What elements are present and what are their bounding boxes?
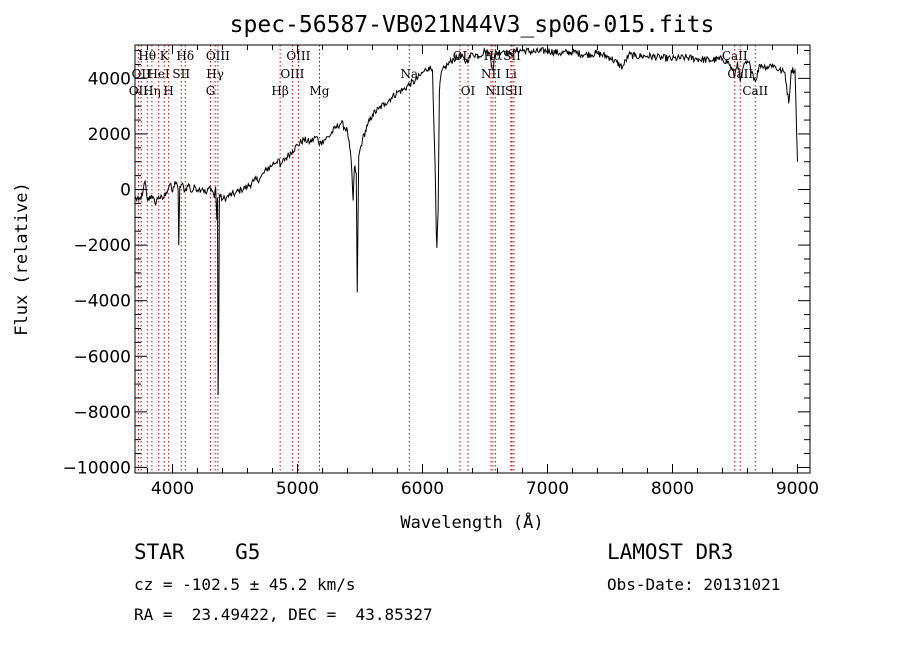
line-marker-label: SII	[172, 67, 190, 81]
line-marker-label: Li	[505, 67, 517, 81]
y-tick-label: 4000	[88, 69, 131, 89]
x-tick-label: 6000	[401, 479, 444, 499]
line-markers: OII OII Hθ Hη HeI K H SII Hδ G Hγ OIII Hβ OIII OIII Mg N…	[129, 45, 768, 473]
line-marker-label: OIII	[286, 49, 310, 63]
line-marker-label: OII	[132, 67, 152, 81]
line-marker-label: K	[160, 49, 170, 63]
line-marker-label: CaII	[742, 84, 768, 98]
line-marker-label: OII	[129, 84, 149, 98]
x-tick-label: 5000	[276, 479, 319, 499]
y-tick-label: −10000	[63, 458, 131, 478]
line-marker-label: Mg	[310, 84, 330, 98]
x-tick-label: 4000	[151, 479, 194, 499]
observation-date: Obs-Date: 20131021	[607, 575, 781, 594]
x-tick-label: 9000	[776, 479, 819, 499]
line-marker-label: NII	[481, 67, 501, 81]
chart-title: spec-56587-VB021N44V3_sp06-015.fits	[230, 12, 715, 38]
line-marker-label: Na	[400, 67, 418, 81]
x-axis-label: Wavelength (Å)	[400, 511, 543, 533]
line-marker-label: Hη	[143, 84, 161, 98]
line-marker-label: Hδ	[176, 49, 194, 63]
y-tick-label: −4000	[73, 292, 131, 312]
spectrum-chart: spec-56587-VB021N44V3_sp06-015.fits Wave…	[12, 12, 819, 533]
coordinates-text: RA = 23.49422, DEC = 43.85327	[134, 605, 433, 624]
line-marker-label: OI	[461, 84, 476, 98]
line-marker-label: NII	[485, 84, 505, 98]
line-marker-label: SII	[505, 84, 523, 98]
line-marker-label: CaII	[722, 49, 748, 63]
y-tick-label: −6000	[73, 347, 131, 367]
y-tick-label: 0	[120, 181, 131, 201]
y-axis-label: Flux (relative)	[12, 182, 32, 336]
plot-frame	[134, 44, 811, 474]
line-marker-label: OIII	[206, 49, 230, 63]
y-tick-label: 2000	[88, 125, 131, 145]
survey-name: LAMOST DR3	[607, 540, 734, 564]
y-tick-label: −2000	[73, 236, 131, 256]
y-tick-label: −8000	[73, 403, 131, 423]
x-tick-label: 8000	[651, 479, 694, 499]
line-marker-label: G	[206, 84, 216, 98]
spectrum-line	[134, 47, 798, 396]
line-marker-label: HeI	[147, 67, 170, 81]
line-marker-label: Hβ	[271, 84, 288, 98]
line-marker-label: Hγ	[206, 67, 224, 81]
axis-ticks: 4000 5000 6000 7000 8000 9000 −10000 −8000 −6000…	[63, 45, 819, 499]
x-tick-label: 7000	[526, 479, 569, 499]
line-marker-label: H	[163, 84, 173, 98]
line-marker-label: Hθ	[138, 49, 156, 63]
redshift-text: cz = -102.5 ± 45.2 km/s	[134, 575, 356, 594]
line-marker-label: OIII	[280, 67, 304, 81]
spectrum-series	[134, 47, 798, 396]
object-class: STAR G5	[134, 540, 261, 564]
